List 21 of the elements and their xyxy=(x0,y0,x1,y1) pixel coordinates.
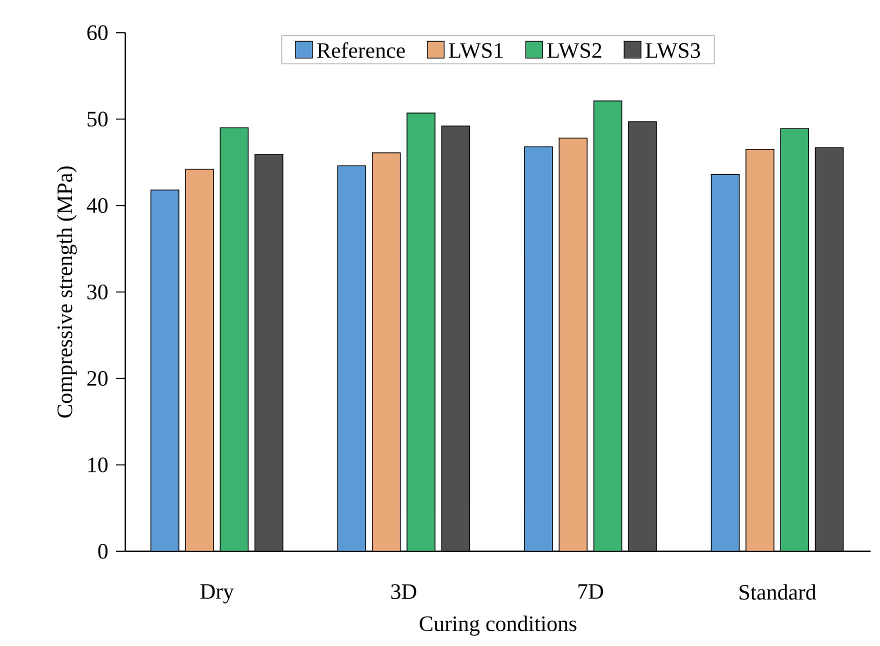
bar xyxy=(746,148,774,552)
y-tick-label: 20 xyxy=(87,371,108,386)
x-axis-title: Curing conditions xyxy=(420,616,576,636)
x-tick-label: 3D xyxy=(391,584,416,600)
bar xyxy=(372,152,401,552)
x-tick-label: Standard xyxy=(740,584,816,600)
bar xyxy=(185,168,214,552)
x-tick-label: 7D xyxy=(578,584,604,599)
y-tick-label: 60 xyxy=(87,25,108,40)
y-tick-label: 10 xyxy=(88,457,108,472)
x-tick-label: Dry xyxy=(200,584,234,604)
y-tick-label: 0 xyxy=(98,544,108,559)
legend-label: LWS1 xyxy=(448,43,503,58)
y-tick-label: 40 xyxy=(86,198,108,213)
legend-label: LWS3 xyxy=(646,43,700,58)
y-axis-title: Compressive strength (MPa) xyxy=(56,166,77,418)
y-tick-label: 50 xyxy=(88,112,108,127)
legend-label: LWS2 xyxy=(547,43,602,58)
legend-label: Reference xyxy=(317,42,405,58)
bar xyxy=(558,138,588,552)
y-tick-label: 30 xyxy=(87,284,108,300)
